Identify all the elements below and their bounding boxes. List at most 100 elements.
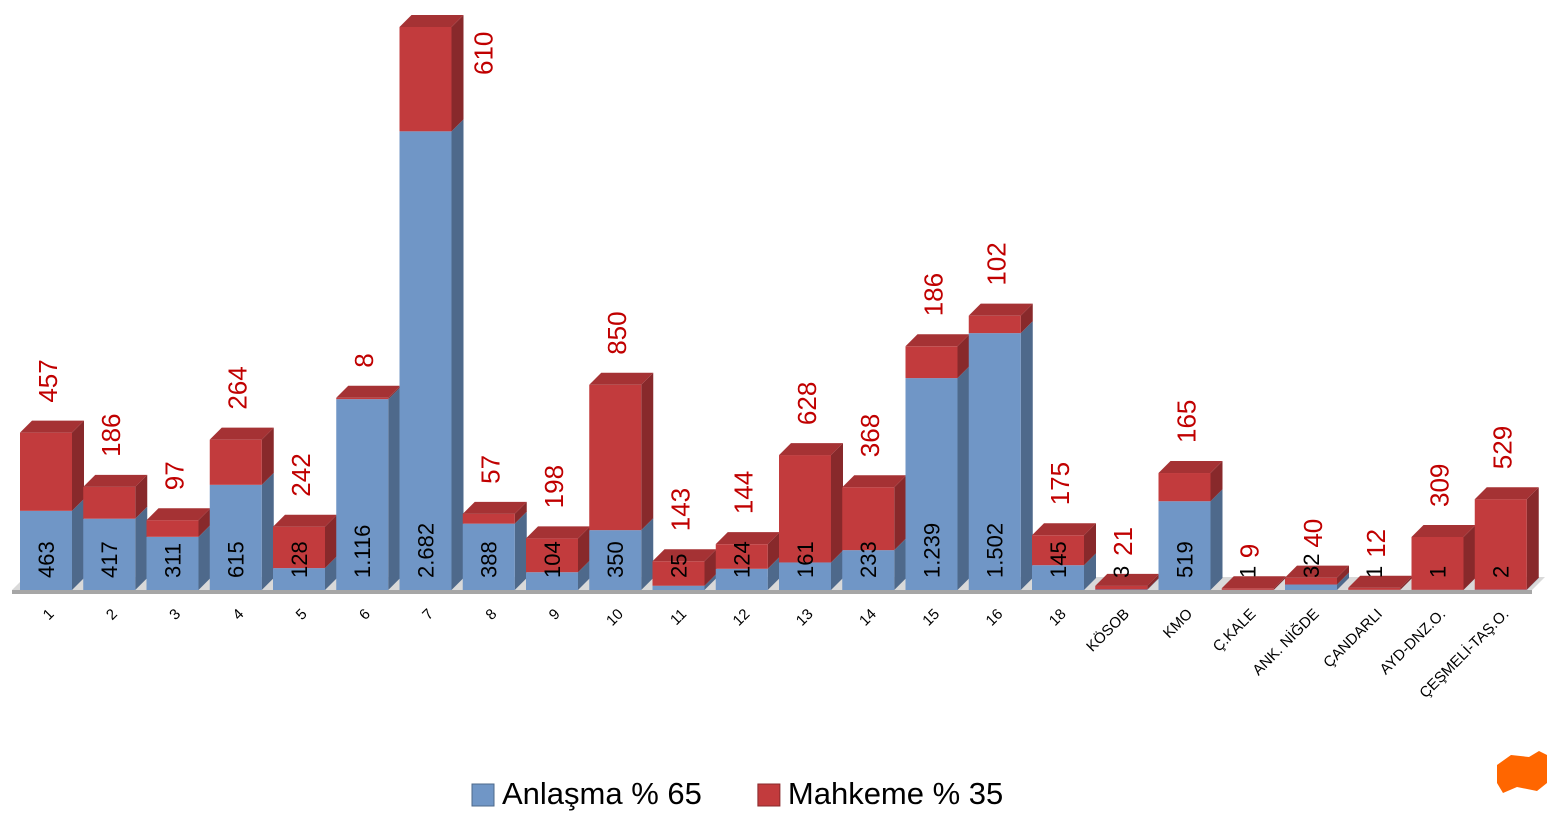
bar-top — [209, 427, 274, 440]
bar-side — [135, 506, 148, 590]
legend-swatch — [757, 783, 781, 807]
x-tick-label: 6 — [356, 606, 374, 624]
x-tick-label: 4 — [229, 606, 247, 624]
data-label: 8 — [349, 353, 379, 367]
data-label: 264 — [223, 366, 253, 409]
bar — [20, 432, 72, 511]
bar-side — [261, 472, 274, 590]
bar-top — [336, 385, 401, 398]
bar — [905, 346, 958, 379]
bar — [336, 399, 389, 590]
bar — [462, 523, 515, 590]
data-label: 1.116 — [350, 525, 375, 578]
bar-side — [578, 560, 590, 590]
data-label: 1.239 — [919, 523, 944, 578]
bar-top — [715, 532, 780, 545]
bar-side — [261, 427, 274, 485]
x-tick-label: 12 — [730, 606, 754, 630]
bar — [1095, 589, 1148, 590]
bar-top — [526, 526, 590, 539]
bar-top — [83, 474, 148, 487]
x-tick-label: 9 — [546, 606, 564, 624]
data-label: 388 — [477, 541, 502, 578]
data-label: 128 — [287, 541, 312, 578]
data-label: 529 — [1488, 426, 1518, 469]
bar — [526, 572, 578, 590]
bar-side — [325, 514, 337, 569]
bar-side — [957, 366, 970, 590]
bar-side — [72, 420, 84, 511]
bar — [1158, 473, 1211, 502]
legend-label: Anlaşma % 65 — [502, 776, 702, 811]
data-label: 2 — [1489, 566, 1514, 578]
bar-top — [652, 549, 717, 562]
bar — [336, 397, 389, 400]
bar — [399, 27, 452, 132]
bar-side — [704, 549, 717, 586]
bar — [209, 439, 262, 485]
bar — [273, 568, 325, 590]
data-label: 615 — [224, 541, 249, 578]
bar — [842, 487, 895, 551]
bar — [462, 513, 515, 524]
data-label: 850 — [602, 311, 632, 354]
bar-top — [462, 501, 527, 514]
bar-side — [1463, 577, 1476, 590]
bar — [1285, 577, 1337, 585]
data-label: 21 — [1108, 527, 1138, 556]
bar-side — [1337, 572, 1349, 590]
x-tick-label: 10 — [603, 606, 627, 630]
x-tick-label: 16 — [983, 606, 1007, 630]
data-label: 1 — [1236, 566, 1261, 578]
data-label: 417 — [97, 541, 122, 578]
bar-side — [135, 474, 148, 519]
data-label: 144 — [729, 471, 759, 514]
bar-side — [1210, 489, 1223, 590]
data-label: 143 — [665, 488, 695, 531]
data-label: 97 — [159, 461, 189, 490]
bar-top — [589, 372, 654, 385]
data-label: 1.502 — [983, 523, 1008, 578]
data-label: 186 — [96, 413, 126, 456]
bar-top — [779, 443, 843, 456]
data-label: 311 — [160, 543, 185, 578]
bar-side — [767, 532, 780, 569]
bar — [968, 333, 1021, 590]
x-tick-label: ANK. NİĞDE — [1249, 605, 1323, 679]
bar — [589, 530, 642, 590]
x-tick-label: KMO — [1160, 606, 1196, 642]
bar-side — [1273, 577, 1286, 590]
bar — [842, 550, 895, 590]
bar-side — [704, 573, 717, 590]
bar — [715, 568, 768, 590]
data-label: 175 — [1045, 462, 1075, 505]
bar — [652, 585, 705, 590]
bar — [399, 131, 452, 590]
bar-side — [325, 556, 337, 590]
data-label: 161 — [793, 541, 818, 578]
data-label: 102 — [982, 242, 1012, 285]
bar — [905, 378, 958, 590]
data-label: 519 — [1172, 541, 1197, 578]
bar — [1348, 587, 1401, 590]
legend-swatch — [471, 783, 495, 807]
bar — [968, 315, 1021, 334]
bar-top — [1032, 523, 1096, 536]
data-label: 463 — [34, 541, 59, 578]
bar-side — [1273, 576, 1286, 590]
x-tick-label: Ç.KALE — [1210, 606, 1260, 656]
data-label: 233 — [856, 541, 881, 578]
bar-top — [968, 303, 1033, 316]
bar-top — [20, 420, 84, 433]
x-tick-label: KÖSOB — [1082, 605, 1132, 655]
bar — [273, 526, 325, 569]
data-label: 12 — [1361, 529, 1391, 558]
data-label: 145 — [1046, 541, 1071, 578]
x-tick-label: 5 — [293, 606, 311, 624]
bar-side — [1147, 573, 1160, 590]
x-tick-label: 13 — [793, 606, 817, 630]
data-label: 610 — [468, 32, 498, 75]
bar — [715, 544, 768, 569]
data-label: 198 — [539, 465, 569, 508]
data-label: 124 — [730, 541, 755, 578]
